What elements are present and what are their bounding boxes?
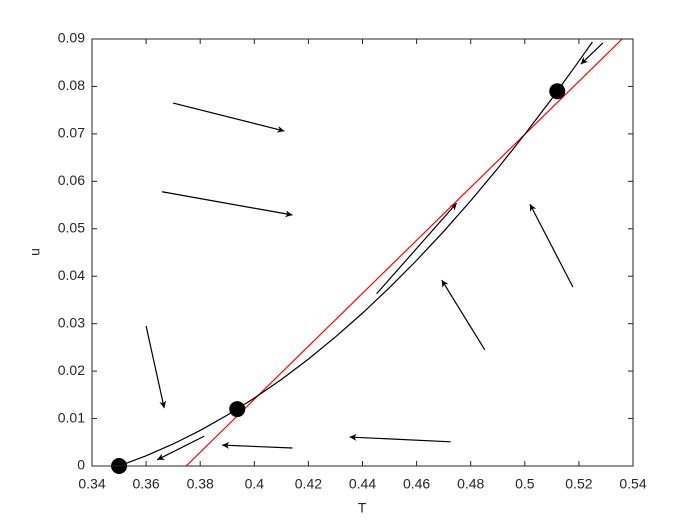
x-tick-label: 0.42 xyxy=(295,476,322,492)
x-tick-label: 0.36 xyxy=(132,476,159,492)
x-tick-label: 0.4 xyxy=(245,476,265,492)
y-tick-label: 0.07 xyxy=(58,125,85,141)
x-tick-label: 0.5 xyxy=(515,476,535,492)
equilibrium-point xyxy=(549,83,566,100)
y-tick-label: 0.04 xyxy=(58,267,85,283)
vector-arrow xyxy=(222,441,293,449)
y-tick-label: 0.02 xyxy=(58,362,85,378)
vector-arrow xyxy=(580,42,604,65)
x-tick-label: 0.34 xyxy=(78,476,105,492)
x-tick-label: 0.54 xyxy=(619,476,646,492)
x-tick-label: 0.44 xyxy=(349,476,376,492)
x-tick-label: 0.48 xyxy=(457,476,484,492)
vector-arrow xyxy=(376,202,458,295)
y-tick-label: 0.08 xyxy=(58,77,85,93)
x-tick-label: 0.52 xyxy=(565,476,592,492)
vector-arrow xyxy=(349,433,451,443)
y-tick-label: 0.06 xyxy=(58,172,85,188)
vector-arrow xyxy=(173,102,285,133)
y-tick-label: 0.09 xyxy=(58,30,85,46)
equilibrium-point xyxy=(229,401,246,418)
vector-arrow xyxy=(156,435,205,461)
y-axis-label: u xyxy=(27,248,43,256)
vector-arrow xyxy=(161,191,293,218)
y-tick-label: 0.05 xyxy=(58,219,85,235)
vector-arrow xyxy=(145,325,167,409)
y-tick-label: 0 xyxy=(77,457,85,473)
plot-frame xyxy=(91,38,634,467)
y-tick-label: 0.03 xyxy=(58,314,85,330)
curve xyxy=(118,41,593,466)
y-tick-label: 0.01 xyxy=(58,409,85,425)
x-tick-label: 0.38 xyxy=(187,476,214,492)
vector-arrow xyxy=(529,203,574,288)
x-tick-label: 0.46 xyxy=(403,476,430,492)
vector-arrow xyxy=(441,279,486,351)
x-axis-label: T xyxy=(358,500,367,516)
